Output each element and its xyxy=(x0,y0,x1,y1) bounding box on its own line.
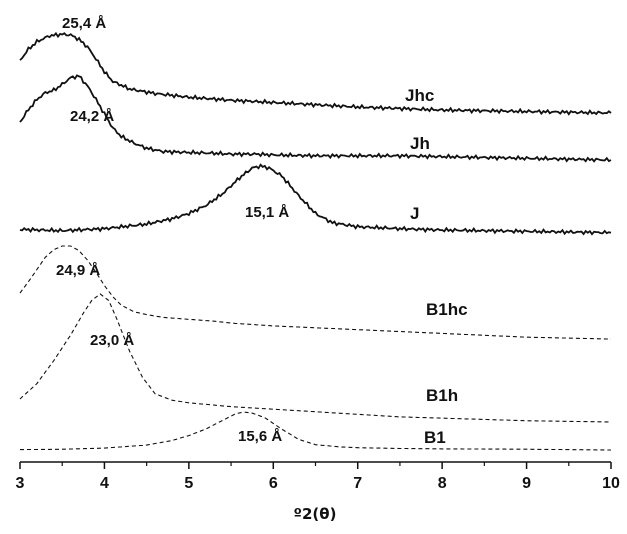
series-line-j xyxy=(19,163,612,236)
series-line-jh xyxy=(19,74,612,163)
x-axis-title: º2(θ) xyxy=(294,505,337,523)
x-tick-label: 3 xyxy=(16,475,25,492)
series-line-b1hc xyxy=(19,245,612,340)
x-axis: 3 4 5 6 7 8 9 10 xyxy=(16,461,620,492)
x-tick-label: 4 xyxy=(100,475,109,492)
series-label-j: J xyxy=(410,204,419,223)
x-tick-label: 10 xyxy=(602,475,620,492)
x-tick-label: 5 xyxy=(184,475,193,492)
peak-label-b1h: 23,0 Å xyxy=(90,332,134,349)
peak-label-j: 15,1 Å xyxy=(245,204,289,221)
series-line-jhc xyxy=(19,31,612,116)
series-label-jh: Jh xyxy=(410,134,430,153)
series-label-b1h: B1h xyxy=(426,386,458,405)
peak-label-jhc: 25,4 Å xyxy=(62,15,106,32)
x-tick-label: 9 xyxy=(522,475,531,492)
series-label-b1hc: B1hc xyxy=(426,300,468,319)
peak-label-jh: 24,2 Å xyxy=(70,108,114,125)
series-layer: Jhc 25,4 Å Jh 24,2 Å J 15,1 Å B1hc 24,9 Å B1h 23,… xyxy=(19,15,612,451)
x-tick-label: 8 xyxy=(438,475,447,492)
series-label-b1: B1 xyxy=(424,428,446,447)
peak-label-b1hc: 24,9 Å xyxy=(56,262,100,279)
series-line-b1 xyxy=(20,411,611,451)
x-tick-label: 6 xyxy=(269,475,278,492)
peak-label-b1: 15,6 Å xyxy=(238,428,282,445)
series-line-b1h xyxy=(19,293,611,423)
x-tick-label: 7 xyxy=(353,475,362,492)
series-label-jhc: Jhc xyxy=(405,86,434,105)
